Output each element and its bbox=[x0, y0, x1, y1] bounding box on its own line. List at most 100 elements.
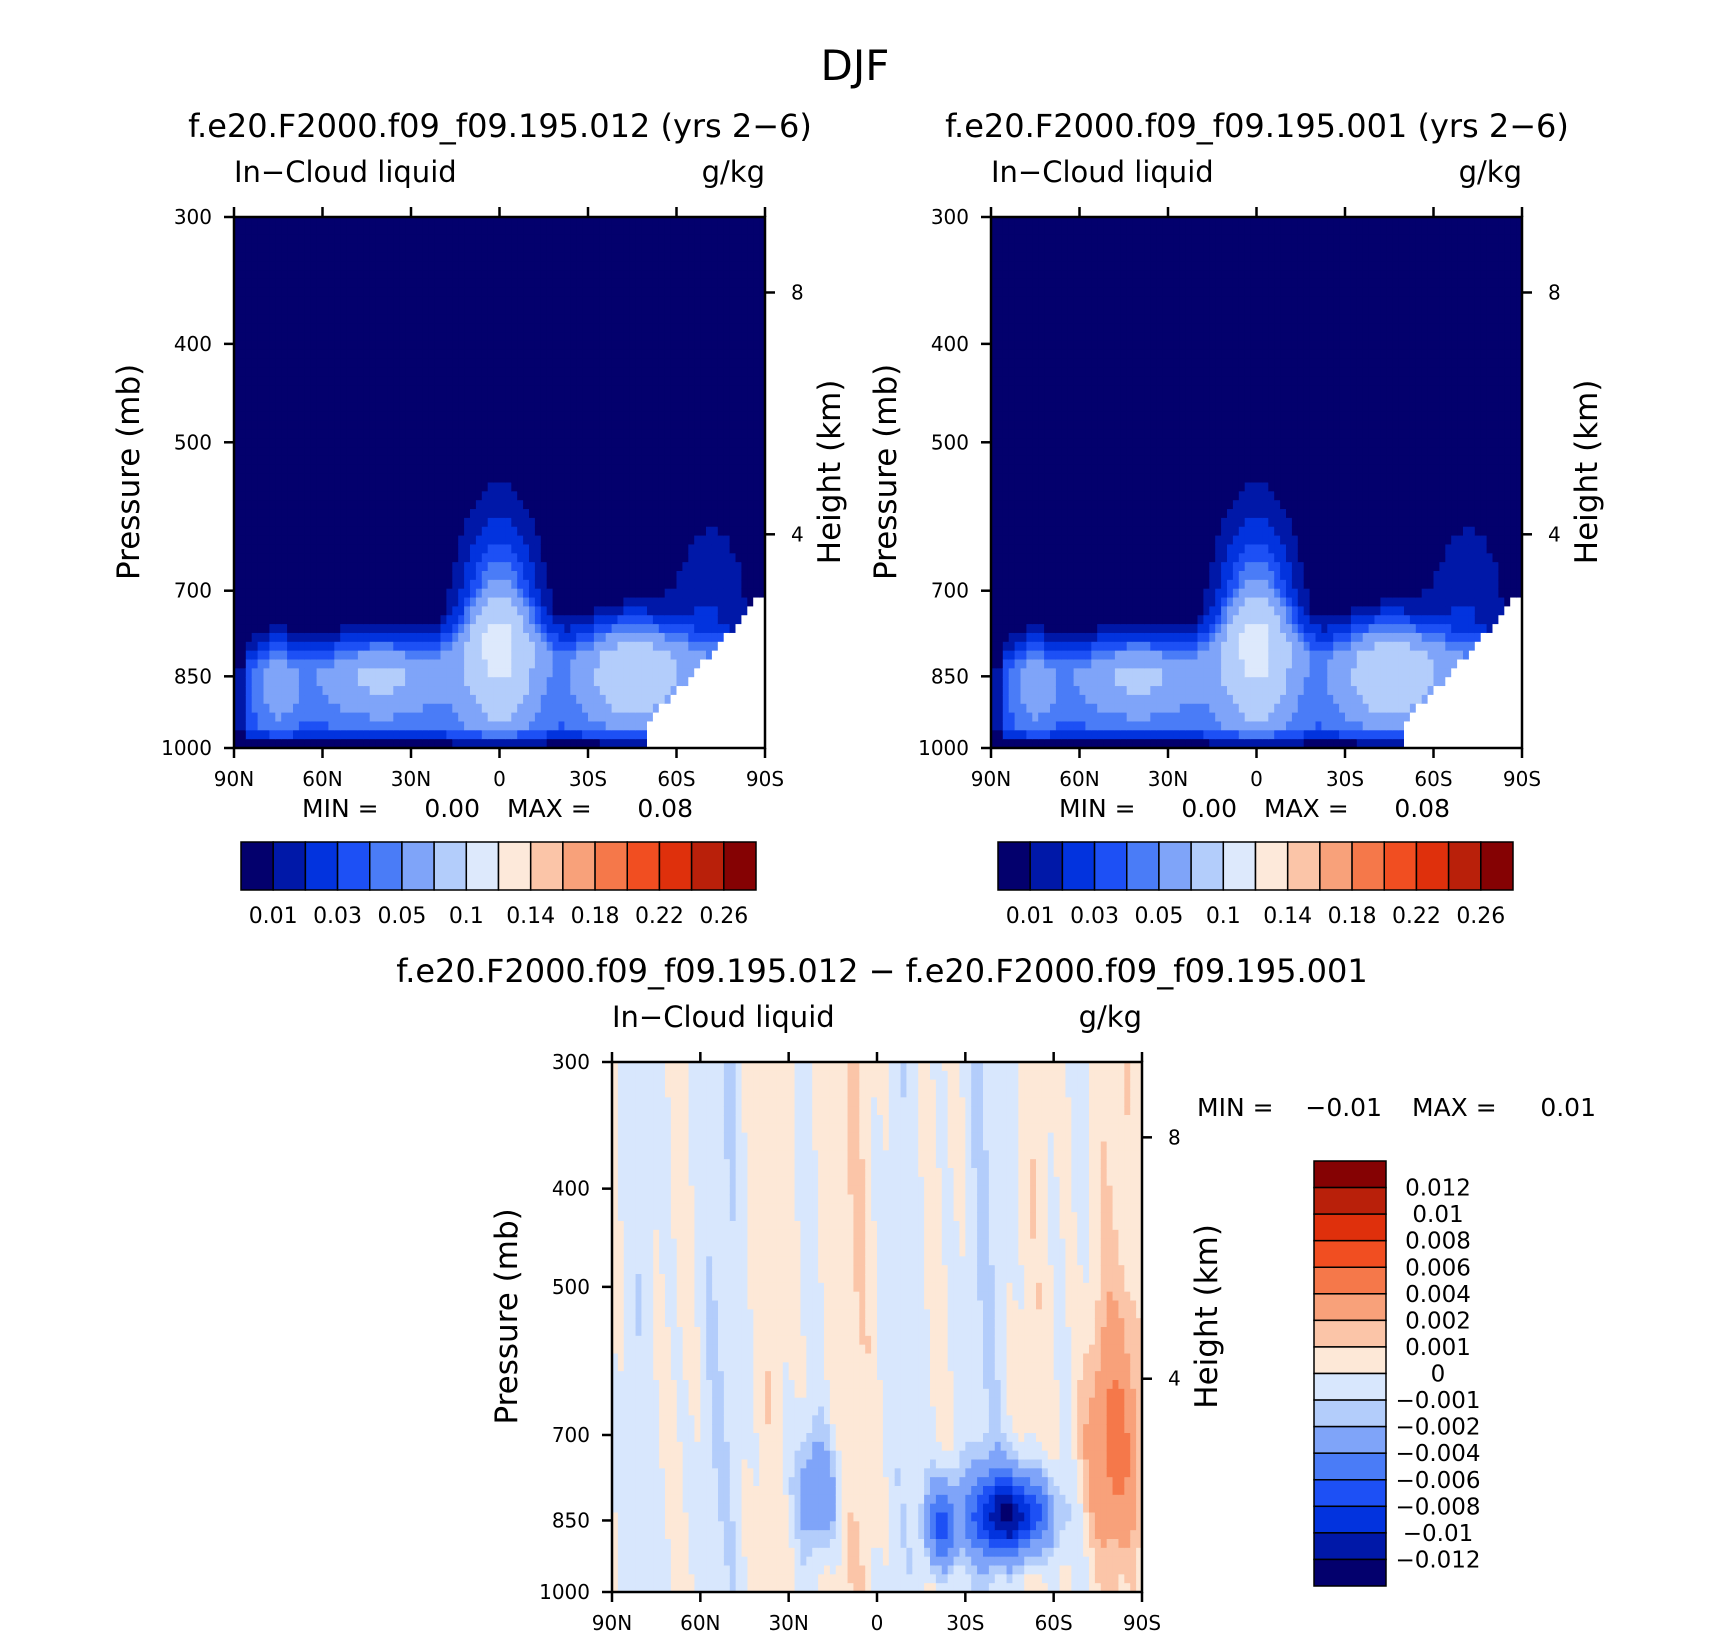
field-cell bbox=[540, 314, 548, 324]
field-cell bbox=[304, 394, 312, 404]
field-cell bbox=[529, 509, 536, 519]
field-cell bbox=[422, 482, 430, 492]
field-cell bbox=[611, 668, 619, 678]
field-cell bbox=[623, 526, 630, 537]
field-cell bbox=[393, 376, 400, 386]
field-cell bbox=[293, 500, 300, 510]
field-cell bbox=[623, 447, 630, 457]
field-cell bbox=[558, 739, 565, 749]
field-cell bbox=[588, 615, 595, 625]
field-cell bbox=[346, 579, 353, 590]
field-cell bbox=[564, 482, 571, 492]
field-cell bbox=[411, 420, 418, 430]
field-cell bbox=[399, 225, 406, 236]
field-cell bbox=[287, 712, 294, 723]
field-cell bbox=[588, 703, 595, 714]
field-cell bbox=[629, 571, 636, 581]
field-cell bbox=[700, 252, 707, 262]
field-cell bbox=[534, 438, 542, 448]
field-cell bbox=[493, 553, 501, 563]
field-cell bbox=[593, 385, 601, 395]
field-cell bbox=[605, 340, 613, 351]
field-cell bbox=[287, 703, 294, 714]
field-cell bbox=[452, 739, 459, 749]
field-cell bbox=[399, 287, 406, 298]
field-cell bbox=[611, 615, 619, 625]
field-cell bbox=[670, 588, 678, 599]
field-cell bbox=[328, 632, 335, 643]
field-cell bbox=[658, 217, 666, 227]
field-cell bbox=[399, 500, 406, 510]
field-cell bbox=[611, 438, 619, 448]
field-cell bbox=[239, 571, 247, 581]
field-cell bbox=[334, 624, 341, 634]
field-cell bbox=[234, 225, 241, 236]
field-cell bbox=[452, 411, 459, 422]
field-cell bbox=[481, 517, 489, 528]
field-cell bbox=[269, 243, 276, 253]
field-cell bbox=[682, 464, 689, 475]
field-cell bbox=[316, 278, 324, 289]
field-cell bbox=[357, 278, 365, 289]
field-cell bbox=[529, 500, 536, 510]
field-cell bbox=[458, 562, 465, 572]
field-cell bbox=[546, 739, 554, 749]
field-cell bbox=[458, 535, 465, 546]
field-cell bbox=[682, 721, 689, 731]
field-cell bbox=[641, 305, 648, 315]
field-cell bbox=[346, 562, 353, 572]
field-cell bbox=[263, 332, 270, 342]
field-cell bbox=[275, 429, 282, 439]
field-cell bbox=[375, 562, 383, 572]
field-cell bbox=[239, 376, 247, 386]
field-cell bbox=[676, 402, 683, 413]
field-cell bbox=[411, 739, 418, 749]
field-cell bbox=[346, 632, 353, 643]
field-cell bbox=[399, 615, 406, 625]
field-cell bbox=[688, 703, 695, 714]
field-cell bbox=[582, 730, 589, 740]
field-cell bbox=[234, 305, 241, 315]
field-cell bbox=[481, 270, 489, 280]
field-cell bbox=[287, 305, 294, 315]
field-cell bbox=[251, 606, 259, 616]
field-cell bbox=[658, 606, 666, 616]
field-cell bbox=[405, 358, 412, 369]
field-cell bbox=[293, 349, 300, 360]
field-cell bbox=[416, 668, 424, 678]
field-cell bbox=[393, 739, 400, 749]
field-cell bbox=[275, 606, 282, 616]
field-cell bbox=[416, 314, 424, 324]
figure-title: DJF bbox=[821, 41, 890, 90]
field-cell bbox=[546, 367, 554, 377]
field-cell bbox=[346, 730, 353, 740]
field-cell bbox=[688, 420, 695, 430]
field-cell bbox=[570, 447, 577, 457]
field-cell bbox=[234, 314, 241, 324]
field-cell bbox=[706, 261, 713, 271]
field-cell bbox=[511, 305, 518, 315]
field-cell bbox=[416, 323, 424, 333]
field-cell bbox=[529, 562, 536, 572]
field-cell bbox=[245, 473, 253, 484]
field-cell bbox=[523, 278, 530, 289]
field-cell bbox=[487, 225, 495, 236]
field-cell bbox=[464, 509, 471, 519]
field-cell bbox=[470, 225, 477, 236]
field-cell bbox=[647, 562, 654, 572]
field-cell bbox=[257, 703, 265, 714]
field-cell bbox=[605, 615, 613, 625]
field-cell bbox=[411, 270, 418, 280]
field-cell bbox=[534, 217, 542, 227]
field-cell bbox=[611, 394, 619, 404]
field-cell bbox=[251, 588, 259, 599]
field-cell bbox=[399, 482, 406, 492]
field-cell bbox=[452, 553, 459, 563]
field-cell bbox=[682, 455, 689, 466]
field-cell bbox=[706, 597, 713, 607]
field-cell bbox=[605, 349, 613, 360]
field-cell bbox=[700, 464, 707, 475]
field-cell bbox=[647, 447, 654, 457]
field-cell bbox=[411, 473, 418, 484]
field-cell bbox=[511, 500, 518, 510]
